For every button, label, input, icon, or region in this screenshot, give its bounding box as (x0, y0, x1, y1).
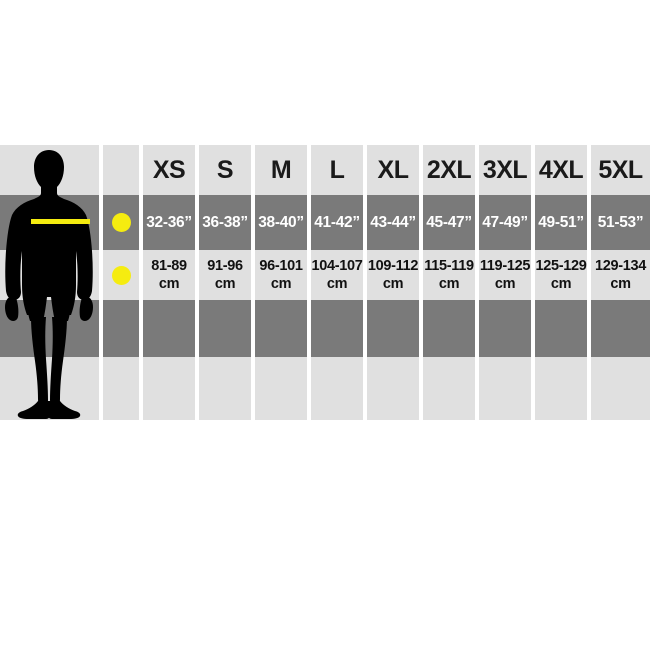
column-separator (251, 145, 255, 420)
cm-unit: cm (270, 276, 292, 292)
band-centimetres-row (0, 250, 650, 300)
cm-unit: cm (550, 276, 572, 292)
chest-centimetres: 96-101 cm (255, 250, 307, 300)
cm-unit: cm (382, 276, 404, 292)
size-column-2xl: 2XL 45-47” 115-119 cm (423, 145, 475, 420)
chest-centimetres: 81-89 cm (143, 250, 195, 300)
chest-inches: 41-42” (314, 214, 360, 231)
cm-value: 91-96 (207, 258, 243, 274)
size-label: 4XL (538, 156, 584, 184)
column-separator (99, 145, 103, 420)
chest-inches: 45-47” (426, 214, 472, 231)
chest-marker-dot-centimetres (112, 266, 131, 285)
size-column-5xl: 5XL 51-53” 129-134 cm (591, 145, 650, 420)
column-separator (195, 145, 199, 420)
cm-unit: cm (326, 276, 348, 292)
chest-inches: 32-36” (146, 214, 192, 231)
size-label: 5XL (598, 156, 643, 184)
column-separator (419, 145, 423, 420)
chest-inches: 51-53” (597, 214, 644, 231)
column-separator (531, 145, 535, 420)
cm-value: 115-119 (424, 258, 474, 274)
chest-centimetres: 115-119 cm (423, 250, 475, 300)
size-column-xl: XL 43-44” 109-112 cm (367, 145, 419, 420)
cm-unit: cm (494, 276, 516, 292)
size-label: XL (377, 156, 409, 184)
size-label: L (329, 156, 345, 184)
column-separator (363, 145, 367, 420)
size-column-xs: XS 32-36” 81-89 cm (143, 145, 195, 420)
chest-inches: 36-38” (202, 214, 248, 231)
chest-centimetres: 119-125 cm (479, 250, 531, 300)
cm-value: 129-134 (594, 258, 647, 274)
size-column-l: L 41-42” 104-107 cm (311, 145, 363, 420)
cm-value: 125-129 (535, 258, 587, 274)
marker-column (103, 145, 139, 420)
cm-value: 104-107 (311, 258, 363, 274)
chest-inches: 47-49” (482, 214, 528, 231)
cm-value: 96-101 (259, 258, 303, 274)
size-label: XS (152, 156, 186, 184)
band-footer-row (0, 357, 650, 420)
size-column-m: M 38-40” 96-101 cm (255, 145, 307, 420)
chest-centimetres: 104-107 cm (311, 250, 363, 300)
cm-value: 119-125 (479, 258, 531, 274)
cm-unit: cm (158, 276, 180, 292)
chest-marker-dot-inches (112, 213, 131, 232)
column-separator (307, 145, 311, 420)
size-chart: XS 32-36” 81-89 cm S 36-38” 91-96 cm M 38-… (0, 145, 650, 420)
size-label: 2XL (426, 156, 472, 184)
chest-centimetres: 125-129 cm (535, 250, 587, 300)
band-spacer-row (0, 300, 650, 357)
chest-inches: 43-44” (370, 214, 416, 231)
column-separator (475, 145, 479, 420)
size-column-s: S 36-38” 91-96 cm (199, 145, 251, 420)
column-separator (139, 145, 143, 420)
chest-centimetres: 109-112 cm (367, 250, 419, 300)
size-label: 3XL (482, 156, 528, 184)
cm-value: 109-112 (367, 258, 419, 274)
cm-value: 81-89 (151, 258, 187, 274)
chest-centimetres: 91-96 cm (199, 250, 251, 300)
band-header-row (0, 145, 650, 195)
band-inches-row (0, 195, 650, 250)
chest-measure-line-icon (31, 219, 90, 224)
cm-unit: cm (214, 276, 236, 292)
size-column-3xl: 3XL 47-49” 119-125 cm (479, 145, 531, 420)
column-separator (587, 145, 591, 420)
size-column-4xl: 4XL 49-51” 125-129 cm (535, 145, 587, 420)
cm-unit: cm (610, 276, 631, 292)
cm-unit: cm (438, 276, 460, 292)
chest-inches: 49-51” (538, 214, 584, 231)
chest-inches: 38-40” (258, 214, 304, 231)
size-label: M (270, 156, 292, 184)
size-label: S (216, 156, 234, 184)
chest-centimetres: 129-134 cm (591, 250, 650, 300)
figure-cell (0, 145, 99, 420)
male-silhouette-icon (5, 150, 93, 419)
